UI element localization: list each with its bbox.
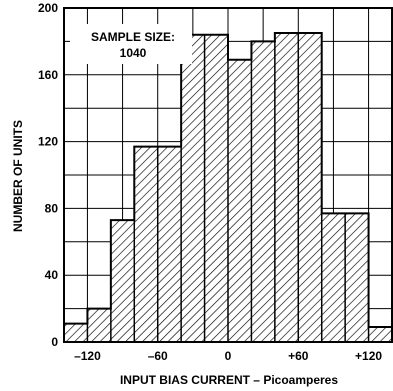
histogram-bar [228, 59, 252, 343]
histogram-bar [87, 308, 111, 342]
x-tick-labels: –120 –60 0 +60 +120 [74, 349, 382, 363]
histogram-bar [181, 34, 205, 342]
histogram-bar [321, 213, 346, 342]
histogram-bar [274, 33, 299, 343]
y-axis-label: NUMBER OF UNITS [11, 120, 25, 232]
histogram-bar [298, 33, 322, 343]
histogram-bar [64, 323, 88, 342]
plot-frame [63, 7, 393, 343]
y-tick-labels: 0 40 80 120 160 200 [38, 1, 58, 349]
histogram-bar [345, 213, 369, 342]
histogram-bar [157, 146, 182, 342]
y-tick-label: 0 [51, 335, 58, 349]
x-tick-label: –60 [148, 349, 168, 363]
histogram-bar [251, 41, 275, 343]
annotation-line2: 1040 [120, 46, 147, 60]
histogram-outline [63, 32, 393, 342]
x-tick-label: +120 [355, 349, 382, 363]
y-tick-label: 40 [45, 268, 59, 282]
y-tick-label: 120 [38, 135, 58, 149]
histogram-bar [110, 220, 135, 342]
histogram-bar [134, 146, 158, 342]
annotation-line1: SAMPLE SIZE: [91, 30, 175, 44]
histogram-bars [63, 32, 393, 343]
y-tick-label: 80 [45, 201, 59, 215]
annotation-box [70, 24, 192, 64]
y-tick-label: 160 [38, 68, 58, 82]
x-axis-label: INPUT BIAS CURRENT – Picoamperes [120, 373, 338, 387]
y-tick-label: 200 [38, 1, 58, 15]
x-tick-label: 0 [225, 349, 232, 363]
x-tick-label: +60 [288, 349, 309, 363]
histogram-bar [204, 34, 228, 342]
histogram-bar [368, 326, 392, 342]
x-tick-label: –120 [74, 349, 101, 363]
